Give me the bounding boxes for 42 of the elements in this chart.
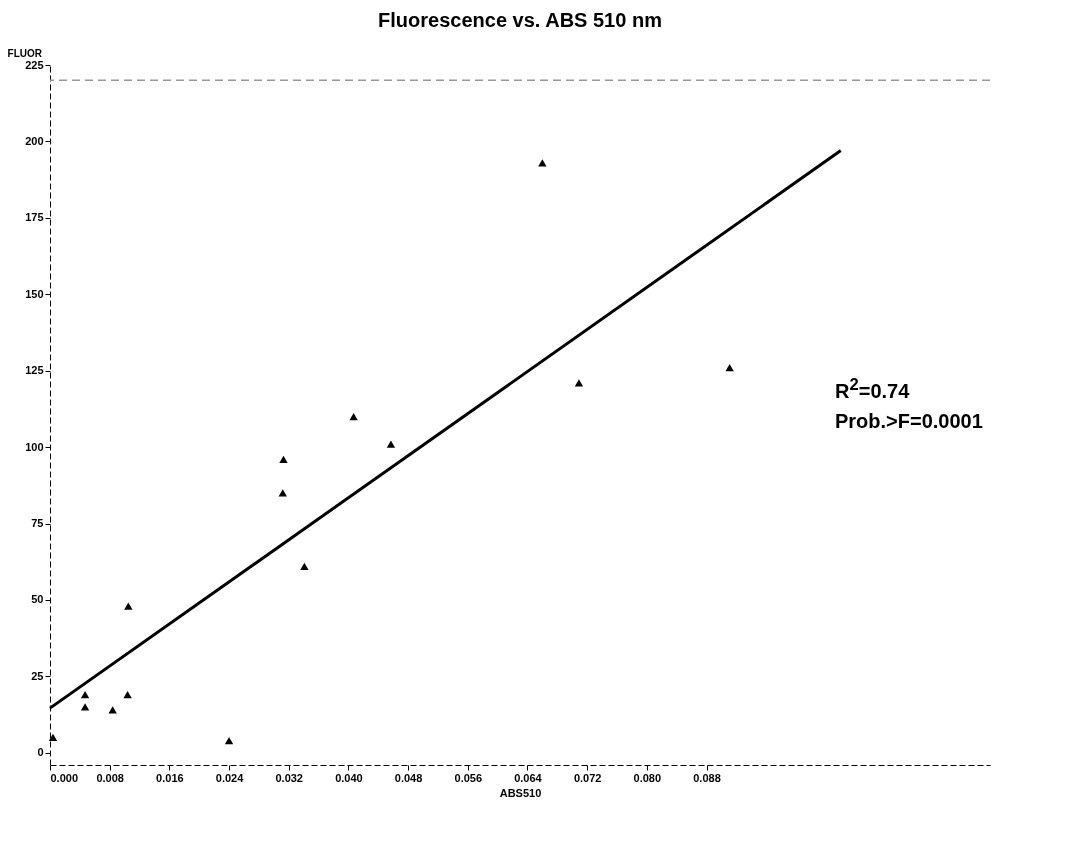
point — [224, 736, 234, 745]
point — [300, 562, 309, 570]
point — [48, 733, 58, 742]
x-tick-label: 0.040 — [335, 771, 363, 784]
y-tick-label: 125 — [25, 364, 44, 377]
annotation: Prob.>F=0.0001 — [835, 408, 983, 434]
x-tick-label: 0.024 — [215, 771, 245, 784]
y-tick-label: 225 — [25, 58, 44, 71]
point — [278, 489, 287, 497]
annotation: R$^{2}$=0.74 — [835, 374, 911, 404]
y-tick-label: 175 — [25, 211, 44, 224]
x-tick-label: 0.048 — [394, 771, 423, 784]
x-tick-label: 0.080 — [633, 771, 662, 784]
x-tick-label: 0.008 — [96, 771, 124, 784]
point — [574, 379, 584, 387]
x-tick-label: 0.056 — [454, 771, 483, 784]
y-tick-label: 25 — [31, 669, 44, 682]
x-tick-label: 0.064 — [514, 771, 543, 784]
y-tick-label: 150 — [25, 287, 44, 300]
point — [279, 455, 288, 463]
x-tick-label: 0.088 — [693, 771, 721, 784]
point — [386, 440, 396, 448]
y-tick-label: 50 — [31, 593, 44, 606]
point — [538, 159, 547, 167]
y-tick-label: 100 — [25, 440, 44, 453]
point — [725, 364, 734, 372]
point — [123, 691, 132, 699]
point — [108, 706, 117, 714]
x-axis-title: ABS510 — [499, 786, 542, 799]
y-tick-label: 75 — [31, 517, 44, 530]
y-tick-label: 0 — [37, 746, 44, 759]
point — [349, 412, 358, 421]
chart-title: Fluorescence vs. ABS 510 nm — [378, 9, 662, 31]
x-tick-label: 0.016 — [156, 771, 184, 784]
y-tick-label: 200 — [25, 134, 44, 147]
x-tick-label: 0.072 — [573, 771, 602, 784]
y-axis-title: FLUOR — [7, 48, 43, 59]
point — [124, 602, 133, 610]
point — [80, 691, 90, 699]
x-tick-label: 0.000 — [50, 771, 79, 784]
x-tick-label: 0.032 — [275, 771, 303, 784]
point — [80, 703, 90, 711]
